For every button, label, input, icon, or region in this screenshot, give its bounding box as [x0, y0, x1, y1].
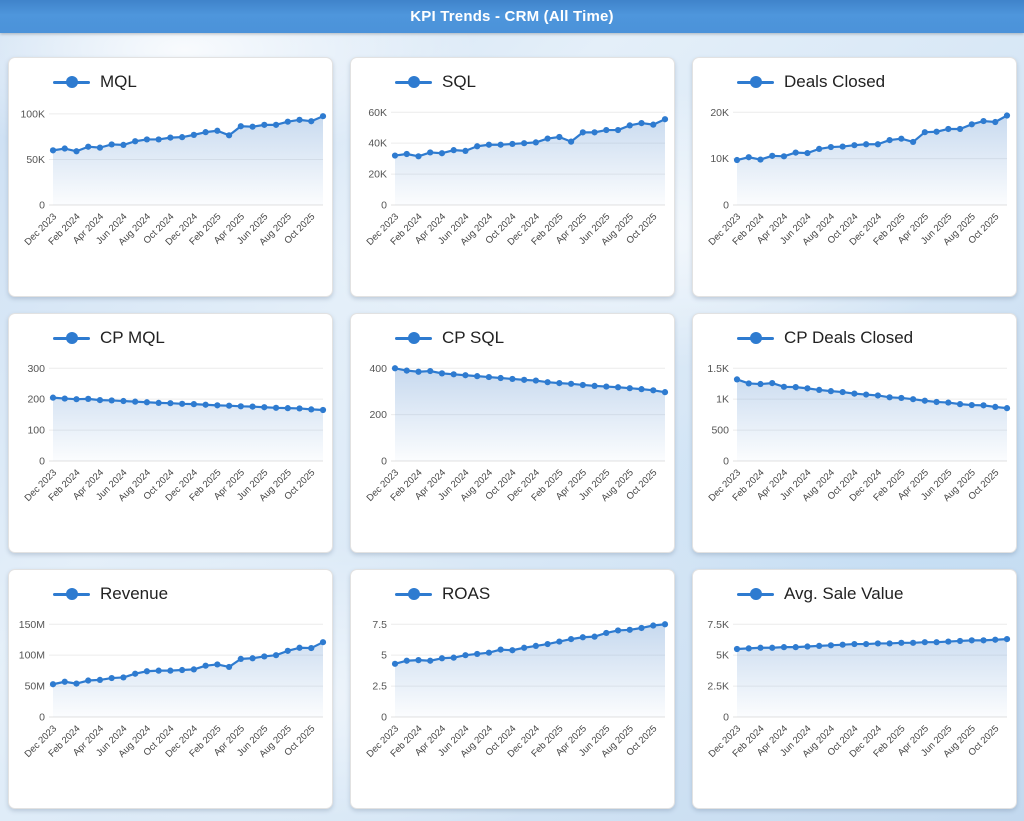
svg-text:200: 200: [369, 409, 387, 421]
svg-text:300: 300: [27, 363, 45, 375]
svg-text:500: 500: [711, 425, 729, 437]
svg-text:0: 0: [39, 200, 45, 212]
legend-line-marker-icon: [395, 332, 432, 344]
svg-text:20K: 20K: [710, 107, 729, 119]
legend-sql[interactable]: SQL: [395, 71, 476, 93]
svg-text:0: 0: [723, 200, 729, 212]
svg-text:100: 100: [27, 425, 45, 437]
header-bar: KPI Trends - CRM (All Time): [0, 0, 1024, 33]
legend-avg-sale-value[interactable]: Avg. Sale Value: [737, 583, 903, 605]
kpi-card-cp-mql: CP MQL 0 100 200 300 Dec 2023 Feb 2024 Apr 202…: [8, 313, 333, 553]
svg-text:1.5K: 1.5K: [707, 363, 729, 375]
kpi-card-cp-sql: CP SQL 0 200 400 Dec 2023 Feb 2024 Apr 2024 Ju…: [350, 313, 675, 553]
svg-text:0: 0: [381, 456, 387, 468]
legend-dot-icon: [65, 332, 78, 344]
legend-label: Avg. Sale Value: [784, 584, 904, 603]
kpi-card-roas: ROAS 0 2.5 5 7.5 Dec 2023 Feb 2024 Apr 2024 Jun…: [350, 569, 675, 809]
svg-text:50M: 50M: [25, 681, 45, 693]
legend-roas[interactable]: ROAS: [395, 583, 490, 605]
legend-line-marker-icon: [53, 332, 90, 344]
legend-revenue[interactable]: Revenue: [53, 583, 168, 605]
legend-dot-icon: [65, 588, 78, 600]
legend-line-marker-icon: [737, 76, 774, 88]
kpi-card-revenue: Revenue 0 50M 100M 150M Dec 2023 Feb 2024 Apr …: [8, 569, 333, 809]
legend-label: SQL: [442, 72, 477, 91]
svg-text:5: 5: [381, 650, 387, 662]
legend-label: Revenue: [100, 584, 169, 603]
svg-text:2.5: 2.5: [372, 681, 387, 693]
legend-dot-icon: [749, 588, 762, 600]
svg-text:200: 200: [27, 394, 45, 406]
legend-cp-deals-closed[interactable]: CP Deals Closed: [737, 327, 913, 349]
svg-text:100M: 100M: [19, 650, 45, 662]
legend-dot-icon: [407, 332, 420, 344]
legend-label: CP MQL: [100, 328, 165, 347]
legend-cp-mql[interactable]: CP MQL: [53, 327, 165, 349]
svg-text:5K: 5K: [716, 650, 729, 662]
legend-cp-sql[interactable]: CP SQL: [395, 327, 504, 349]
svg-text:400: 400: [369, 363, 387, 375]
svg-text:0: 0: [39, 712, 45, 724]
legend-line-marker-icon: [395, 76, 432, 88]
svg-text:2.5K: 2.5K: [707, 681, 729, 693]
kpi-card-mql: MQL 0 50K 100K Dec 2023 Feb 2024 Apr 2024 Jun …: [8, 57, 333, 297]
page-title: KPI Trends - CRM (All Time): [410, 8, 614, 25]
svg-text:0: 0: [39, 456, 45, 468]
svg-text:50K: 50K: [26, 154, 45, 166]
legend-line-marker-icon: [53, 76, 90, 88]
legend-label: CP SQL: [442, 328, 505, 347]
svg-text:20K: 20K: [368, 169, 387, 181]
svg-text:0: 0: [723, 712, 729, 724]
legend-line-marker-icon: [737, 332, 774, 344]
svg-text:0: 0: [381, 712, 387, 724]
legend-line-marker-icon: [395, 588, 432, 600]
legend-label: Deals Closed: [784, 72, 886, 91]
svg-text:0: 0: [723, 456, 729, 468]
legend-dot-icon: [407, 588, 420, 600]
svg-text:10K: 10K: [710, 153, 729, 165]
legend-line-marker-icon: [53, 588, 90, 600]
svg-text:7.5: 7.5: [372, 619, 387, 631]
svg-text:0: 0: [381, 200, 387, 212]
kpi-card-avg-sale-value: Avg. Sale Value 0 2.5K 5K 7.5K Dec 2023 Feb 2…: [692, 569, 1017, 809]
svg-text:100K: 100K: [20, 108, 45, 120]
legend-label: ROAS: [442, 584, 491, 603]
kpi-grid: MQL 0 50K 100K Dec 2023 Feb 2024 Apr 2024 Jun …: [0, 33, 1024, 809]
legend-label: MQL: [100, 72, 137, 91]
svg-text:7.5K: 7.5K: [707, 619, 729, 631]
kpi-card-cp-deals-closed: CP Deals Closed 0 500 1K 1.5K Dec 2023 Feb 20…: [692, 313, 1017, 553]
legend-deals-closed[interactable]: Deals Closed: [737, 71, 885, 93]
svg-text:60K: 60K: [368, 107, 387, 119]
kpi-card-sql: SQL 0 20K 40K 60K Dec 2023 Feb 2024 Apr 2024 Ju…: [350, 57, 675, 297]
svg-text:150M: 150M: [19, 619, 45, 631]
legend-mql[interactable]: MQL: [53, 71, 137, 93]
legend-dot-icon: [749, 332, 762, 344]
legend-dot-icon: [749, 76, 762, 88]
legend-line-marker-icon: [737, 588, 774, 600]
svg-text:40K: 40K: [368, 138, 387, 150]
kpi-card-deals-closed: Deals Closed 0 10K 20K Dec 2023 Feb 2024 Apr …: [692, 57, 1017, 297]
legend-dot-icon: [65, 76, 78, 88]
legend-label: CP Deals Closed: [784, 328, 914, 347]
legend-dot-icon: [407, 76, 420, 88]
svg-text:1K: 1K: [716, 394, 729, 406]
